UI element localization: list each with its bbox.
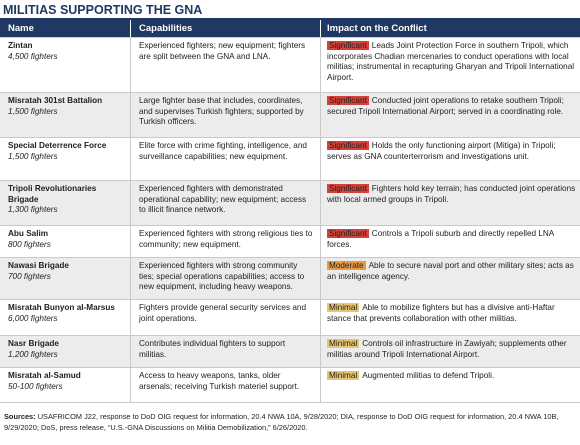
table-row: Zintan 4,500 fighters Experienced fighters… [0, 38, 580, 93]
capabilities-cell: Experienced fighters with strong religio… [130, 226, 320, 257]
name-cell: Zintan 4,500 fighters [0, 38, 130, 92]
militia-name: Abu Salim [8, 229, 49, 238]
name-cell: Misratah Bunyon al-Marsus 6,000 fighters [0, 300, 130, 335]
fighter-count: 1,200 fighters [8, 349, 58, 359]
impact-badge: Minimal [327, 371, 360, 380]
militia-name: Nawasi Brigade [8, 261, 69, 270]
fighter-count: 4,500 fighters [8, 51, 58, 61]
militia-name: Special Deterrence Force [8, 141, 107, 150]
header-cell: Name [8, 23, 34, 34]
table-row: Misratah Bunyon al-Marsus 6,000 fighters F… [0, 300, 580, 336]
fighter-count: 800 fighters [8, 239, 51, 249]
impact-badge: Moderate [327, 261, 366, 270]
name-cell: Misratah al-Samud 50-100 fighters [0, 368, 130, 402]
fighter-count: 700 fighters [8, 271, 51, 281]
militia-name: Misratah al-Samud [8, 371, 81, 380]
header-cell: Capabilities [130, 20, 320, 37]
sources-text: USAFRICOM J22, response to DoD OIG reque… [4, 412, 559, 432]
impact-cell: Moderate Able to secure naval port and ot… [320, 258, 580, 299]
impact-cell: Minimal Able to mobilize fighters but has… [320, 300, 580, 335]
fighter-count: 1,500 fighters [8, 106, 58, 116]
sources-label: Sources: [4, 412, 36, 421]
capabilities-cell: Contributes individual fighters to suppo… [130, 336, 320, 367]
impact-cell: Significant Holds the only functioning ai… [320, 138, 580, 180]
impact-text: Leads Joint Protection Force in southern… [327, 41, 575, 82]
table-row: Nasr Brigade 1,200 fighters Contributes in… [0, 336, 580, 368]
capabilities-cell: Experienced fighters with demonstrated o… [130, 181, 320, 225]
table-row: Nawasi Brigade 700 fighters Experienced fi… [0, 258, 580, 300]
impact-text: Controls oil infrastructure in Zawiyah; … [327, 339, 567, 359]
table-row: Misratah 301st Battalion 1,500 fighters La… [0, 93, 580, 138]
title: MILITIAS SUPPORTING THE GNA [0, 0, 580, 20]
fighter-count: 6,000 fighters [8, 313, 58, 323]
impact-cell: Significant Conducted joint operations to… [320, 93, 580, 137]
impact-badge: Significant [327, 41, 369, 50]
name-cell: Tripoli Revolutionaries Brigade 1,300 fig… [0, 181, 130, 225]
name-cell: Nawasi Brigade 700 fighters [0, 258, 130, 299]
header-cell: Impact on the Conflict [320, 20, 580, 37]
impact-badge: Significant [327, 141, 369, 150]
impact-cell: Significant Fighters hold key terrain; ha… [320, 181, 580, 225]
name-cell: Abu Salim 800 fighters [0, 226, 130, 257]
militia-name: Zintan [8, 41, 33, 50]
capabilities-cell: Large fighter base that includes, coordi… [130, 93, 320, 137]
impact-text: Holds the only functioning airport (Miti… [327, 141, 556, 161]
header-row: Name Capabilities Impact on the Conflict [0, 20, 580, 38]
name-cell: Nasr Brigade 1,200 fighters [0, 336, 130, 367]
impact-text: Fighters hold key terrain; has conducted… [327, 184, 576, 204]
table-row: Special Deterrence Force 1,500 fighters El… [0, 138, 580, 181]
capabilities-cell: Fighters provide general security servic… [130, 300, 320, 335]
fighter-count: 1,300 fighters [8, 205, 58, 214]
impact-cell: Minimal Augmented militias to defend Trip… [320, 368, 580, 402]
name-cell: Special Deterrence Force 1,500 fighters [0, 138, 130, 180]
sources: Sources: USAFRICOM J22, response to DoD … [4, 412, 574, 433]
table-row: Misratah al-Samud 50-100 fighters Access t… [0, 368, 580, 403]
impact-text: Conducted joint operations to retake sou… [327, 96, 564, 116]
capabilities-cell: Elite force with crime fighting, intelli… [130, 138, 320, 180]
capabilities-cell: Experienced fighters with strong communi… [130, 258, 320, 299]
impact-cell: Significant Controls a Tripoli suburb and… [320, 226, 580, 257]
militia-name: Misratah 301st Battalion [8, 96, 103, 105]
capabilities-cell: Experienced fighters; new equipment; fig… [130, 38, 320, 92]
table-row: Tripoli Revolutionaries Brigade 1,300 fig… [0, 181, 580, 226]
name-cell: Misratah 301st Battalion 1,500 fighters [0, 93, 130, 137]
impact-cell: Minimal Controls oil infrastructure in Za… [320, 336, 580, 367]
militia-name: Misratah Bunyon al-Marsus [8, 303, 115, 312]
militia-name: Nasr Brigade [8, 339, 59, 348]
militia-name: Tripoli Revolutionaries Brigade [8, 184, 97, 204]
impact-text: Controls a Tripoli suburb and directly r… [327, 229, 554, 249]
table-row: Abu Salim 800 fighters Experienced fighter… [0, 226, 580, 258]
impact-badge: Minimal [327, 303, 360, 312]
impact-text: Able to secure naval port and other mili… [327, 261, 574, 281]
impact-text: Augmented militias to defend Tripoli. [362, 371, 495, 380]
capabilities-cell: Access to heavy weapons, tanks, older ar… [130, 368, 320, 402]
impact-badge: Significant [327, 96, 369, 105]
impact-badge: Minimal [327, 339, 360, 348]
impact-cell: Significant Leads Joint Protection Force … [320, 38, 580, 92]
fighter-count: 1,500 fighters [8, 151, 58, 161]
fighter-count: 50-100 fighters [8, 381, 63, 391]
table: Name Capabilities Impact on the Conflict Zi… [0, 20, 580, 403]
impact-badge: Significant [327, 229, 369, 238]
impact-text: Able to mobilize fighters but has a divi… [327, 303, 555, 323]
impact-badge: Significant [327, 184, 369, 193]
